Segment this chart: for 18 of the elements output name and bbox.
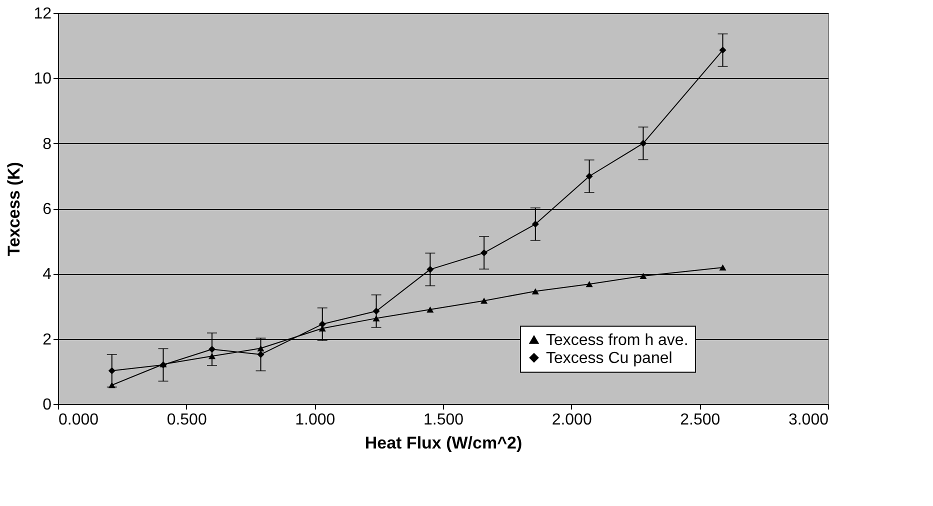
legend-label: Texcess from h ave. — [546, 332, 688, 349]
x-tick-label: 3.000 — [788, 412, 829, 428]
y-tick-label: 12 — [34, 6, 52, 22]
x-tick-label: 2.000 — [552, 412, 592, 428]
x-tick-label: 2.500 — [680, 412, 720, 428]
x-axis-title: Heat Flux (W/cm^2) — [364, 434, 522, 452]
y-tick-label: 8 — [42, 136, 52, 153]
x-tick-label: 1.000 — [295, 412, 336, 428]
y-axis-title: Texcess (K) — [4, 162, 24, 256]
x-tick-label: 1.500 — [423, 412, 464, 428]
legend-label: Texcess Cu panel — [546, 350, 672, 367]
y-tick-label: 2 — [42, 331, 52, 348]
y-tick-label: 4 — [42, 266, 52, 284]
y-tick-label: 6 — [42, 201, 52, 218]
x-tick-label: 0.000 — [58, 412, 99, 428]
y-tick-label: 10 — [34, 70, 52, 88]
x-tick-label: 0.500 — [166, 412, 207, 428]
y-tick-label: 0 — [42, 396, 52, 414]
